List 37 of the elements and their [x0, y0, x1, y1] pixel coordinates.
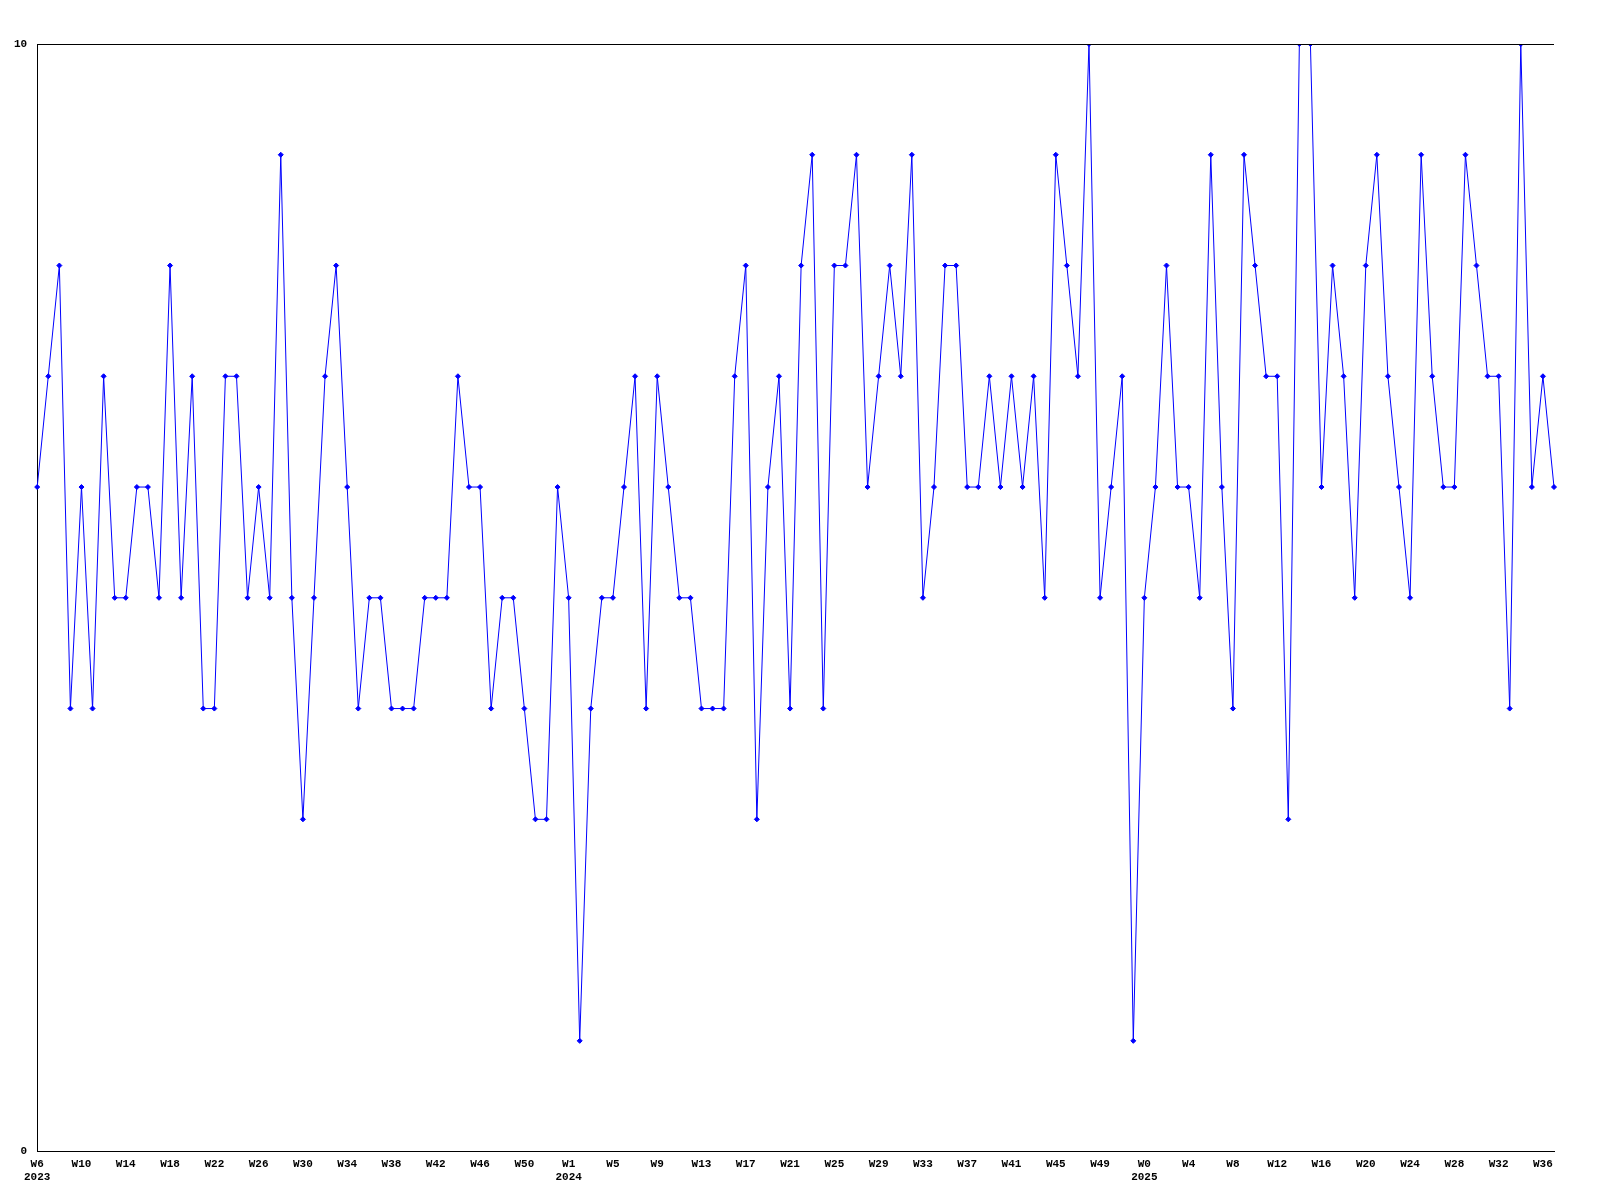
x-tick-label: W6 2023: [24, 1157, 51, 1184]
x-tick-label: W33: [913, 1157, 934, 1170]
x-tick-label: W5: [606, 1157, 620, 1170]
x-tick-label: W14: [115, 1157, 137, 1170]
x-tick-label: W12: [1267, 1157, 1288, 1170]
x-tick-label: W26: [248, 1157, 269, 1170]
x-tick-label: W24: [1400, 1157, 1421, 1170]
x-tick-label: W49: [1090, 1157, 1110, 1170]
x-tick-label: W50: [514, 1157, 535, 1170]
x-tick-label: W38: [381, 1157, 402, 1170]
x-tick-label: W34: [337, 1157, 358, 1170]
x-tick-label: W17: [735, 1157, 756, 1170]
x-tick-label: W18: [160, 1157, 181, 1170]
x-tick-label: W30: [293, 1157, 313, 1170]
x-tick-label: W42: [425, 1157, 446, 1170]
x-tick-label: W1 2024: [555, 1157, 583, 1184]
x-tick-label: W41: [1001, 1157, 1022, 1170]
x-tick-label: W4: [1182, 1157, 1196, 1170]
x-tick-label: W13: [691, 1157, 712, 1170]
x-tick-label: W22: [204, 1157, 225, 1170]
x-tick-label: W20: [1355, 1157, 1376, 1170]
x-tick-label: W46: [470, 1157, 490, 1170]
x-tick-label: W29: [868, 1157, 889, 1170]
y-tick-label: 0: [20, 1145, 28, 1158]
x-tick-label: W45: [1045, 1157, 1067, 1170]
x-tick-label: W28: [1444, 1157, 1465, 1170]
x-tick-label: W10: [71, 1157, 92, 1170]
x-tick-label: W37: [957, 1157, 978, 1170]
x-tick-label: W25: [824, 1157, 845, 1170]
x-tick-label: W9: [650, 1157, 664, 1170]
x-tick-label: W21: [780, 1157, 801, 1170]
y-tick-label: 10: [14, 37, 28, 50]
x-tick-label: W36: [1533, 1157, 1553, 1170]
x-tick-label: W0 2025: [1131, 1157, 1158, 1184]
x-tick-label: W16: [1311, 1157, 1332, 1170]
x-tick-label: W32: [1488, 1157, 1509, 1170]
x-tick-label: W8: [1226, 1157, 1240, 1170]
